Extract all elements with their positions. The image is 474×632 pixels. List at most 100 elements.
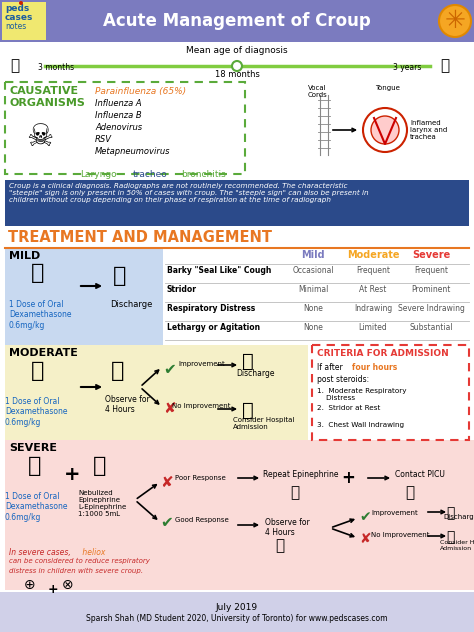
Text: Influenza A: Influenza A [95, 99, 142, 108]
Text: +: + [64, 466, 80, 485]
Text: None: None [303, 304, 323, 313]
Text: ✘: ✘ [160, 475, 173, 490]
Bar [312, 345, 469, 440]
Bar [312, 345, 469, 440]
Text: CAUSATIVE
ORGANISMS: CAUSATIVE ORGANISMS [10, 86, 86, 107]
Text: TREATMENT AND MANAGEMENT: TREATMENT AND MANAGEMENT [8, 230, 272, 245]
Bar [2, 2, 46, 40]
Bar [5, 82, 245, 174]
Bar [5, 345, 308, 440]
Text: can be considered to reduce respiratory: can be considered to reduce respiratory [9, 558, 150, 564]
Text: Indrawing: Indrawing [354, 304, 392, 313]
Text: Sparsh Shah (MD Student 2020, University of Toronto) for www.pedscases.com: Sparsh Shah (MD Student 2020, University… [86, 614, 388, 623]
Circle shape [371, 116, 399, 144]
Text: 🔭: 🔭 [111, 361, 125, 381]
Text: heliox: heliox [80, 548, 105, 557]
Text: ✔: ✔ [163, 362, 176, 377]
Text: Mean age of diagnosis: Mean age of diagnosis [186, 46, 288, 55]
Text: SEVERE: SEVERE [9, 443, 57, 453]
Text: Stridor: Stridor [167, 285, 197, 294]
Text: 🏥: 🏥 [242, 401, 254, 420]
Text: Substantial: Substantial [409, 323, 453, 332]
Text: 👶: 👶 [10, 58, 19, 73]
Text: Minimal: Minimal [298, 285, 328, 294]
Text: four hours: four hours [352, 363, 397, 372]
Text: Respiratory Distress: Respiratory Distress [167, 304, 255, 313]
Text: 💊: 💊 [31, 263, 45, 283]
Text: Limited: Limited [359, 323, 387, 332]
Text: Discharge: Discharge [443, 514, 474, 520]
Text: Consider Hospital
Admission: Consider Hospital Admission [233, 417, 294, 430]
Text: 📄: 📄 [242, 352, 254, 371]
Text: Discharge: Discharge [110, 300, 152, 309]
Text: Improvement: Improvement [178, 361, 225, 367]
Text: Contact PICU: Contact PICU [395, 470, 445, 479]
Text: ☠: ☠ [27, 123, 54, 152]
Text: 2.  Stridor at Rest: 2. Stridor at Rest [317, 405, 380, 411]
Text: Observe for
4 Hours: Observe for 4 Hours [265, 518, 310, 537]
Text: CRITERIA FOR ADMISSION: CRITERIA FOR ADMISSION [317, 349, 449, 358]
Text: ✳: ✳ [445, 9, 465, 33]
Text: Frequent: Frequent [414, 266, 448, 275]
Text: Nebulized
Epinephrine
L-Epinephrine
1:1000 5mL: Nebulized Epinephrine L-Epinephrine 1:10… [78, 490, 126, 517]
Text: Good Response: Good Response [175, 517, 229, 523]
Text: tracheo: tracheo [133, 170, 168, 179]
Text: Moderate: Moderate [347, 250, 399, 260]
Text: Discharge: Discharge [236, 369, 274, 378]
Text: 🏥: 🏥 [405, 485, 415, 500]
Text: MODERATE: MODERATE [9, 348, 78, 358]
Text: ✔: ✔ [359, 510, 371, 524]
Text: Severe Indrawing: Severe Indrawing [398, 304, 465, 313]
Text: 1 Dose of Oral
Dexamethasone
0.6mg/kg: 1 Dose of Oral Dexamethasone 0.6mg/kg [5, 397, 67, 427]
Text: MILD: MILD [9, 251, 40, 261]
Text: Inflamed
larynx and
trachea: Inflamed larynx and trachea [410, 120, 447, 140]
Text: 📄: 📄 [446, 506, 454, 520]
Text: 3 years: 3 years [393, 63, 421, 72]
Text: ✔: ✔ [160, 515, 173, 530]
Text: Adenovirus: Adenovirus [95, 123, 142, 132]
Text: Croup is a clinical diagnosis. Radiographs are not routinely recommended. The ch: Croup is a clinical diagnosis. Radiograp… [9, 183, 369, 204]
Text: Occasional: Occasional [292, 266, 334, 275]
Text: 3 months: 3 months [38, 63, 74, 72]
Text: July 2019: July 2019 [216, 603, 258, 612]
Text: If after: If after [317, 363, 345, 372]
Text: Laryngo: Laryngo [80, 170, 117, 179]
Text: post steroids:: post steroids: [317, 375, 369, 384]
Text: Influenza B: Influenza B [95, 111, 142, 120]
Text: ⊗: ⊗ [62, 578, 74, 592]
Bar [0, 592, 474, 632]
Text: cases: cases [5, 13, 33, 22]
Text: 🧍: 🧍 [440, 58, 449, 73]
Text: ✘: ✘ [359, 532, 371, 546]
Text: Lethargy or Agitation: Lethargy or Agitation [167, 323, 260, 332]
Circle shape [363, 108, 407, 152]
Bar [5, 248, 163, 345]
Text: Consider Hospital
Admission: Consider Hospital Admission [440, 540, 474, 551]
Text: Observe for
4 Hours: Observe for 4 Hours [105, 395, 150, 415]
Text: bronchitis: bronchitis [181, 170, 226, 179]
Text: In severe cases,: In severe cases, [9, 548, 71, 557]
Bar [5, 180, 469, 226]
Text: Parainfluenza (65%): Parainfluenza (65%) [95, 87, 186, 96]
Text: 📄: 📄 [113, 266, 127, 286]
Text: Frequent: Frequent [356, 266, 390, 275]
Text: ✘: ✘ [163, 401, 176, 416]
Text: 1.  Moderate Respiratory
    Distress: 1. Moderate Respiratory Distress [317, 388, 407, 401]
Text: Repeat Epinephrine: Repeat Epinephrine [263, 470, 338, 479]
Text: Tongue: Tongue [375, 85, 400, 91]
Text: Acute Management of Croup: Acute Management of Croup [103, 12, 371, 30]
Text: 💊: 💊 [31, 361, 45, 381]
Text: 1 Dose of Oral
Dexamethasone
0.6mg/kg: 1 Dose of Oral Dexamethasone 0.6mg/kg [5, 492, 67, 522]
Text: Vocal
Cords: Vocal Cords [308, 85, 328, 98]
Bar [0, 0, 474, 42]
Text: notes: notes [5, 22, 26, 31]
Text: 💉: 💉 [291, 485, 300, 500]
Text: No Improvement: No Improvement [172, 403, 230, 409]
Text: 🏥: 🏥 [446, 530, 454, 544]
Circle shape [232, 61, 242, 71]
Text: 💉: 💉 [93, 456, 107, 476]
Text: Prominent: Prominent [411, 285, 451, 294]
Text: ⊕: ⊕ [24, 578, 36, 592]
Text: peds: peds [5, 4, 29, 13]
Text: 3.  Chest Wall Indrawing: 3. Chest Wall Indrawing [317, 422, 404, 428]
